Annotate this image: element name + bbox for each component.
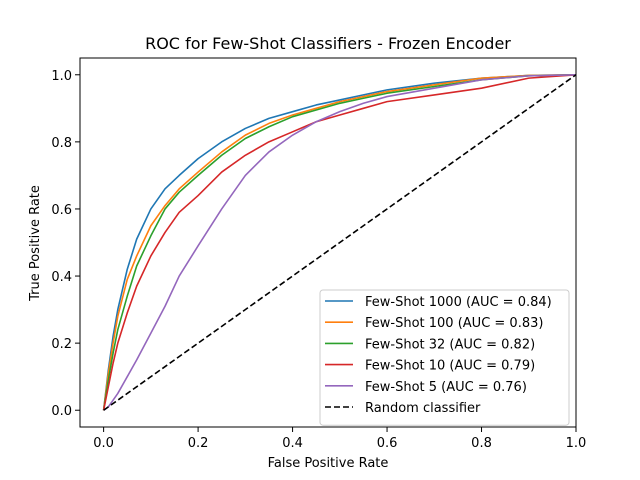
- x-tick-label: 0.0: [93, 436, 114, 451]
- x-tick-label: 0.8: [471, 436, 492, 451]
- series-line-3: [102, 73, 577, 411]
- y-tick-label: 0.4: [51, 270, 72, 285]
- legend: Few-Shot 1000 (AUC = 0.84) Few-Shot 100 (…: [319, 289, 570, 426]
- x-axis-label: False Positive Rate: [268, 456, 389, 471]
- series-line-2: [102, 73, 577, 411]
- legend-label-5: Random classifier: [365, 401, 481, 416]
- series-line-4: [103, 73, 577, 411]
- y-tick-label: 0.6: [51, 203, 72, 218]
- x-tick-label: 0.4: [282, 436, 303, 451]
- legend-label-2: Few-Shot 32 (AUC = 0.82): [365, 337, 535, 352]
- y-tick-label: 0.2: [51, 337, 72, 352]
- series-line-5: [103, 74, 577, 411]
- legend-label-3: Few-Shot 10 (AUC = 0.79): [365, 359, 535, 374]
- series-line-0: [102, 73, 577, 411]
- chart-title: ROC for Few-Shot Classifiers - Frozen En…: [145, 34, 511, 53]
- y-axis-ticks: 0.0 0.2 0.4 0.6 0.8 1.0: [51, 69, 80, 419]
- y-axis-label: True Positive Rate: [28, 185, 43, 302]
- x-tick-label: 0.6: [377, 436, 398, 451]
- x-axis-ticks: 0.0 0.2 0.4 0.6 0.8 1.0: [93, 427, 586, 451]
- y-tick-label: 0.8: [51, 136, 72, 151]
- legend-label-0: Few-Shot 1000 (AUC = 0.84): [365, 295, 552, 310]
- legend-label-4: Few-Shot 5 (AUC = 0.76): [365, 380, 527, 395]
- plot-frame: [79, 57, 577, 428]
- y-tick-label: 1.0: [51, 69, 72, 84]
- legend-label-1: Few-Shot 100 (AUC = 0.83): [365, 316, 543, 331]
- x-tick-label: 0.2: [188, 436, 209, 451]
- legend-box: [319, 289, 570, 426]
- x-tick-label: 1.0: [566, 436, 587, 451]
- y-tick-label: 0.0: [51, 404, 72, 419]
- series-line-1: [102, 73, 577, 411]
- plot-area: [102, 73, 577, 411]
